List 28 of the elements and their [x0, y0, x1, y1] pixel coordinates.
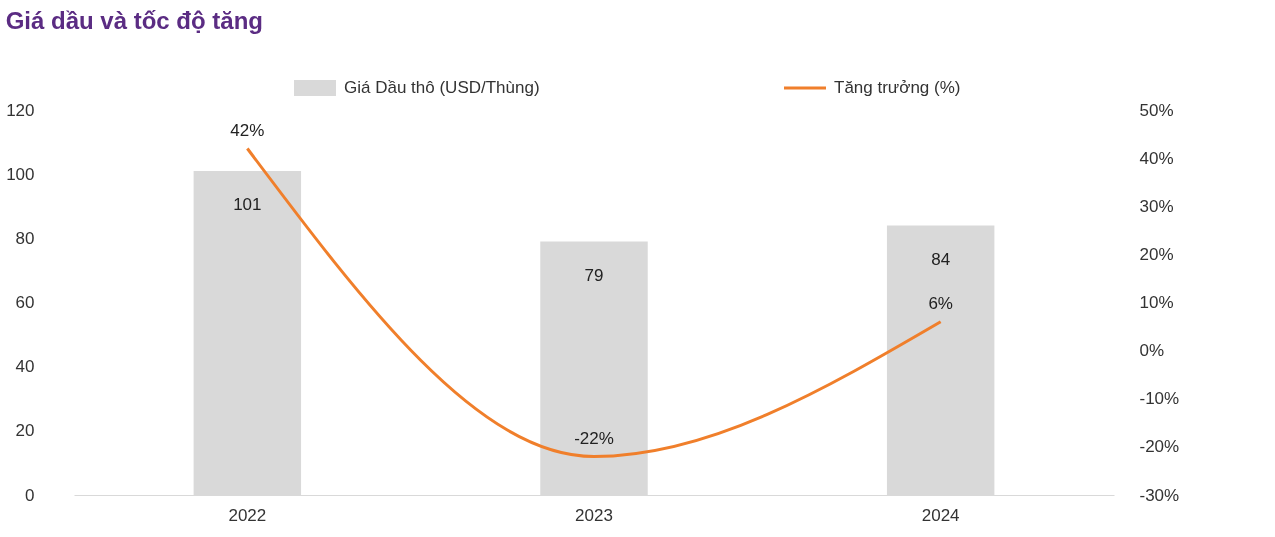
y-tick-label: 0 — [25, 485, 35, 505]
y-tick-label: 20 — [15, 421, 35, 441]
y-tick-label: 60 — [15, 293, 35, 312]
y2-tick-label: 30% — [1139, 196, 1174, 216]
data-label: 42% — [230, 120, 265, 140]
y-tick-label: 100 — [6, 164, 35, 184]
y2-tick-label: -30% — [1139, 485, 1180, 505]
y2-tick-label: 0% — [1139, 341, 1165, 361]
y2-tick-label: 40% — [1139, 148, 1174, 168]
y-tick-label: 120 — [6, 100, 35, 120]
x-tick-label: 2024 — [921, 505, 960, 525]
legend-label: Tăng trưởng (%) — [834, 78, 961, 97]
y2-tick-label: 10% — [1139, 293, 1174, 312]
y-tick-label: 40 — [15, 357, 35, 377]
data-label: 79 — [584, 265, 604, 285]
legend-label: Giá Dầu thô (USD/Thùng) — [344, 78, 540, 97]
data-label: -22% — [574, 428, 614, 448]
y2-tick-label: 20% — [1139, 244, 1174, 264]
y2-tick-label: 50% — [1139, 100, 1174, 120]
data-label: 6% — [928, 293, 953, 313]
y-tick-label: 80 — [15, 228, 35, 248]
y2-tick-label: -20% — [1139, 437, 1180, 457]
chart-title: Giá dầu và tốc độ tăng — [5, 7, 264, 34]
data-label: 84 — [931, 249, 951, 269]
x-tick-label: 2022 — [228, 505, 267, 525]
y2-tick-label: -10% — [1139, 389, 1180, 409]
data-label: 101 — [233, 194, 262, 214]
x-tick-label: 2023 — [575, 505, 613, 525]
